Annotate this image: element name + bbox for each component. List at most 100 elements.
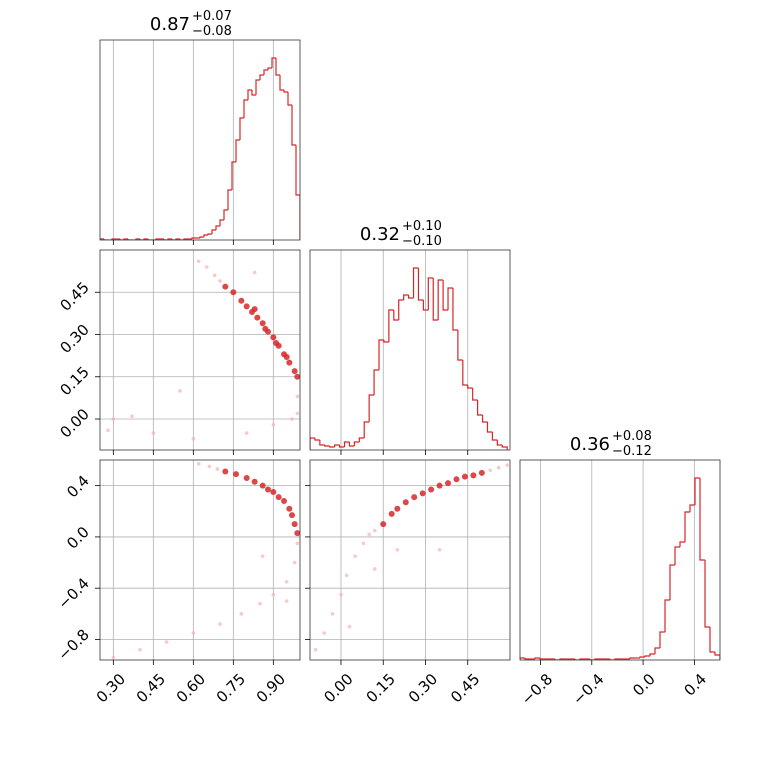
panel-frame (309, 249, 511, 451)
x-tick-label: 0.45 (447, 670, 483, 706)
sample-core (238, 297, 245, 304)
histogram-step (649, 653, 655, 656)
sample-core (275, 494, 282, 501)
histogram-step (524, 658, 530, 660)
histogram-step (275, 58, 280, 76)
histogram-step (319, 440, 325, 446)
x-tick-label: −0.8 (518, 670, 556, 708)
sample-tail (258, 601, 262, 606)
sample-core (461, 473, 468, 480)
sample-core (470, 472, 477, 479)
sample-core (291, 368, 298, 375)
histogram-step (373, 369, 380, 395)
sample-tail (353, 554, 357, 558)
sample-core (233, 471, 239, 478)
histogram-step (139, 239, 144, 240)
sample-tail (347, 624, 352, 629)
sample-tail (212, 273, 217, 278)
sample-core (251, 306, 258, 313)
sample-core (402, 499, 409, 506)
histogram-step (709, 627, 715, 653)
panel (100, 460, 300, 660)
histogram-step (295, 145, 300, 240)
sample-core (243, 474, 250, 481)
histogram-step (378, 339, 384, 370)
histogram-step (263, 69, 268, 75)
histogram-step (215, 225, 220, 230)
histogram-step (119, 239, 124, 240)
histogram-step (407, 295, 414, 299)
x-tick-label: −0.4 (569, 670, 607, 708)
histogram-step (467, 385, 473, 389)
histogram-step (334, 444, 340, 447)
panel (520, 460, 720, 660)
sample-core (289, 512, 295, 519)
sample-core (270, 334, 277, 341)
sample-tail (239, 612, 244, 616)
sample-tail (196, 259, 201, 264)
panel-title: 0.36 (570, 434, 610, 455)
histogram-step (348, 442, 355, 447)
histogram-step (211, 229, 216, 234)
histogram-step (674, 546, 680, 565)
histogram-step (639, 656, 645, 658)
histogram-step (491, 432, 498, 441)
histogram-step (427, 277, 434, 310)
sample-core (419, 490, 426, 497)
histogram-step (472, 388, 478, 401)
panel-frame (519, 459, 721, 661)
panel (310, 460, 510, 660)
x-tick-label: 0.4 (681, 670, 711, 700)
y-tick-label: 0.30 (56, 321, 92, 357)
title-upper: +0.08 (612, 429, 652, 444)
sample-tail (218, 622, 222, 626)
histogram-step (432, 278, 439, 321)
sample-core (286, 505, 293, 512)
sample-tail (215, 467, 220, 471)
y-tick-label: 0.45 (56, 278, 92, 314)
sample-core (243, 303, 250, 310)
histogram-step (291, 105, 296, 146)
sample-tail (295, 541, 300, 546)
sample-tail (252, 270, 257, 275)
histogram-step (417, 268, 424, 301)
sample-tail (244, 431, 249, 435)
histogram-step (247, 89, 252, 100)
sample-tail (218, 279, 222, 283)
histogram-step (287, 92, 292, 106)
sample-core (411, 494, 418, 501)
histogram-step (699, 478, 705, 561)
panel (100, 40, 300, 240)
histogram-step (496, 440, 503, 446)
histogram-step (534, 657, 540, 659)
histogram-step (255, 79, 260, 95)
histogram-step (103, 239, 108, 240)
sample-tail (322, 631, 326, 635)
sample-core (478, 469, 485, 476)
sample-tail (367, 532, 371, 537)
sample-tail (151, 431, 156, 435)
histogram-step (704, 560, 710, 628)
histogram-step (251, 90, 256, 96)
sample-tail (196, 462, 201, 466)
histogram-step (714, 652, 720, 660)
histogram-step (279, 75, 284, 91)
histogram-step (100, 238, 104, 240)
histogram-step (442, 280, 449, 311)
sample-core (222, 468, 229, 475)
histogram-step (219, 219, 224, 226)
histogram-step (363, 421, 370, 438)
histogram-step (669, 564, 675, 600)
sample-tail (295, 411, 300, 416)
sample-tail (313, 647, 318, 652)
histogram-step (437, 279, 444, 320)
sample-core (265, 486, 271, 493)
histogram-step (501, 445, 508, 450)
sample-tail (290, 417, 294, 421)
sample-tail (207, 464, 212, 469)
histogram-step (403, 294, 409, 300)
sample-core (453, 476, 460, 483)
histogram-step (324, 445, 330, 447)
sample-core (294, 373, 300, 380)
